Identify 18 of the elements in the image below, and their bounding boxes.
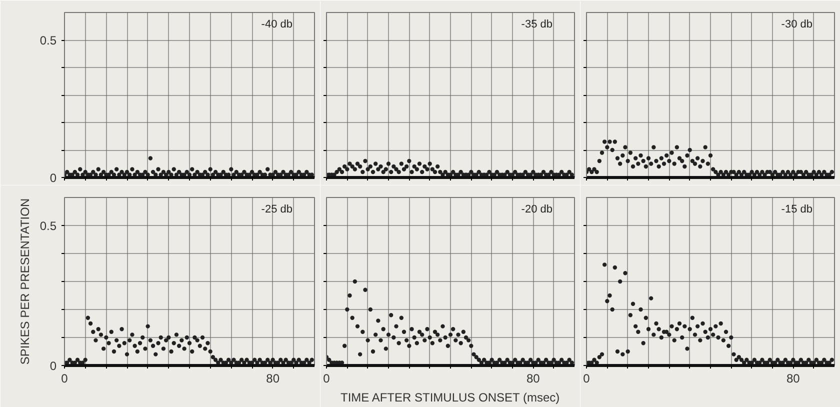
x-tick-label: 80	[526, 372, 540, 386]
x-tick-label: 0	[323, 372, 330, 386]
text: -15 db	[781, 204, 813, 216]
x-tick-label: 80	[266, 372, 280, 386]
y-tick-label: 0	[50, 359, 57, 373]
y-tick-label: 0.5	[40, 34, 57, 48]
x-tick-label: 0	[61, 372, 68, 386]
text: -40 db	[261, 18, 293, 30]
x-tick-label: 80	[786, 372, 800, 386]
text: -20 db	[521, 204, 553, 216]
y-tick-label: 0.5	[40, 219, 57, 233]
x-axis-title: TIME AFTER STIMULUS ONSET (msec)	[340, 390, 560, 404]
y-axis-title: SPIKES PER PRESENTATION	[18, 198, 32, 365]
x-tick-label: 0	[583, 372, 590, 386]
text: -30 db	[781, 18, 813, 30]
y-tick-label: 0	[50, 171, 57, 185]
text: -25 db	[261, 204, 293, 216]
text: -35 db	[521, 18, 553, 30]
